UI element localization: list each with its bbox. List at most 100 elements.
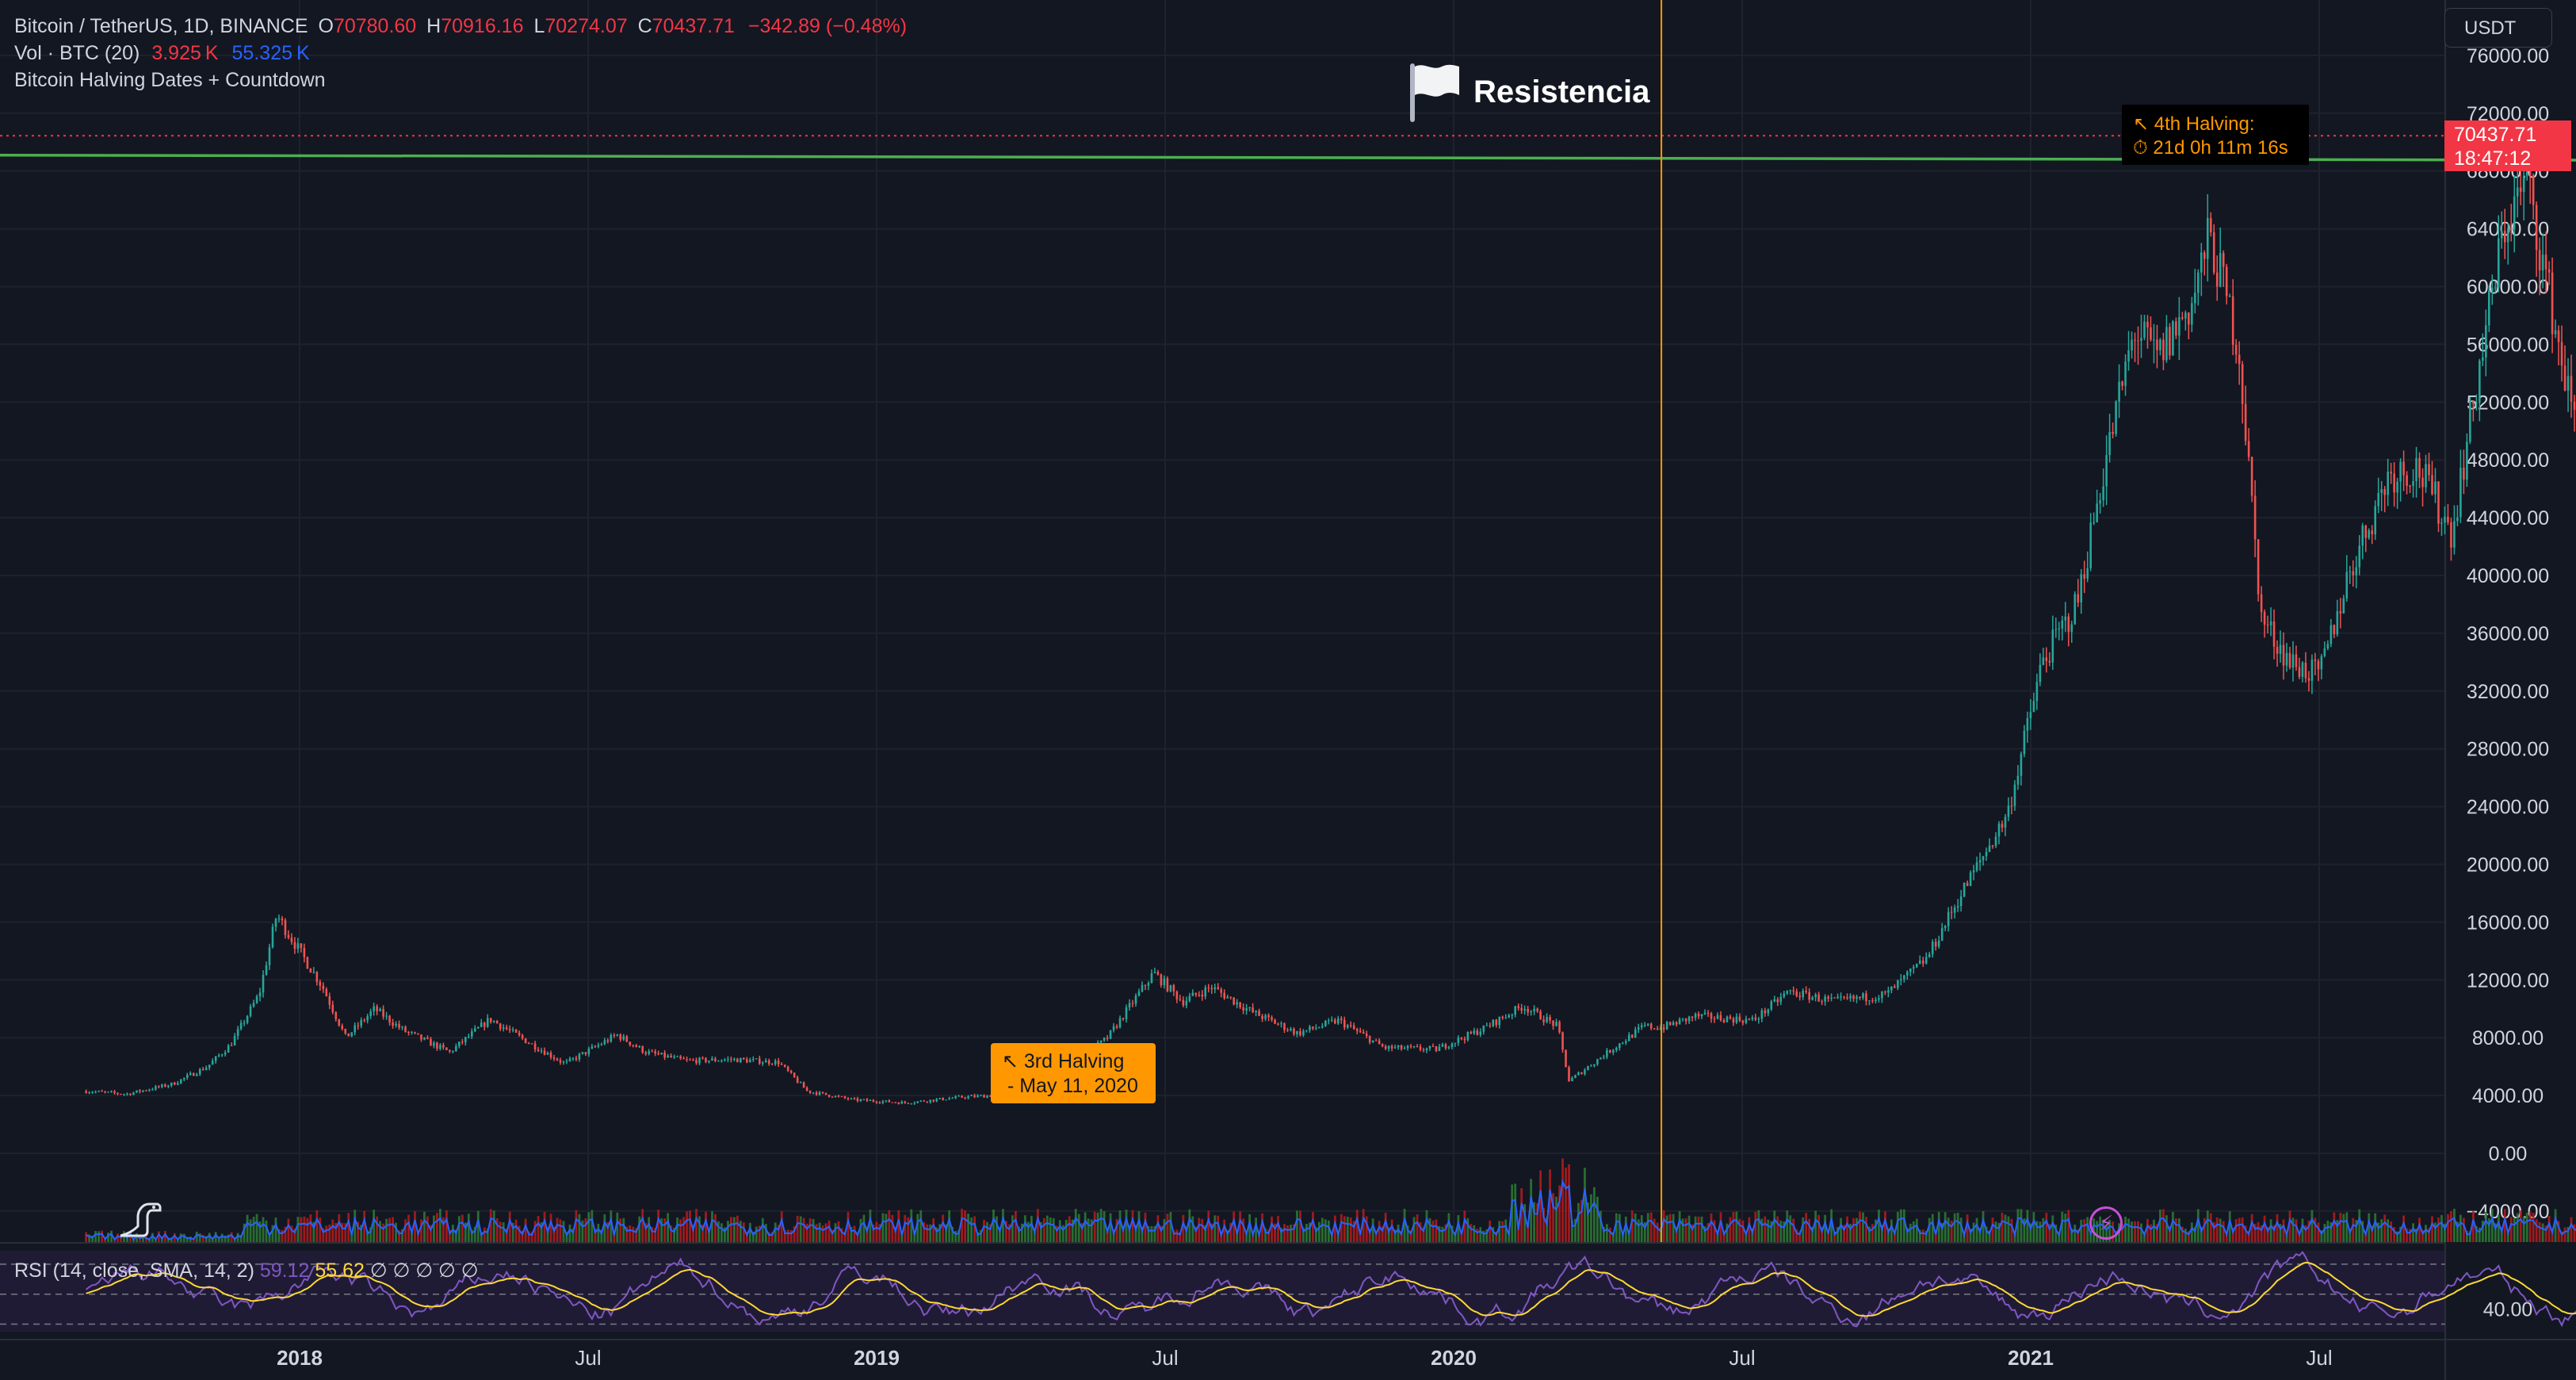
candle-body bbox=[2317, 660, 2320, 670]
volume-bar bbox=[1795, 1229, 1798, 1242]
candle-body bbox=[303, 947, 306, 958]
candle-body bbox=[2428, 464, 2430, 476]
candle-body bbox=[670, 1055, 672, 1058]
volume-bar bbox=[1005, 1221, 1007, 1242]
volume-bar bbox=[457, 1216, 461, 1242]
volume-bar bbox=[834, 1223, 837, 1242]
volume-bar bbox=[2525, 1213, 2528, 1242]
candle-body bbox=[1118, 1018, 1122, 1028]
volume-bar bbox=[1320, 1218, 1324, 1242]
volume-bar bbox=[1359, 1232, 1362, 1242]
volume-bar bbox=[2291, 1218, 2295, 1242]
volume-bar bbox=[445, 1210, 448, 1242]
candle-body bbox=[2238, 354, 2241, 365]
candle-body bbox=[537, 1049, 540, 1051]
candle-body bbox=[578, 1053, 581, 1060]
volume-bar bbox=[1833, 1231, 1836, 1242]
candle-body bbox=[625, 1036, 629, 1042]
volume-bar bbox=[789, 1229, 793, 1242]
volume-bar bbox=[2039, 1221, 2042, 1242]
rsi-label[interactable]: RSI (14, close, SMA, 14, 2) bbox=[14, 1260, 254, 1282]
candle-body bbox=[1368, 1035, 1371, 1043]
volume-bar bbox=[748, 1222, 751, 1242]
volume-label[interactable]: Vol · BTC (20) bbox=[14, 42, 140, 64]
volume-bar bbox=[732, 1217, 736, 1242]
volume-bar bbox=[268, 1232, 271, 1242]
volume-bar bbox=[2121, 1224, 2123, 1242]
volume-bar bbox=[2032, 1212, 2035, 1242]
candle-body bbox=[2513, 196, 2516, 230]
volume-bar bbox=[505, 1229, 508, 1242]
volume-bar bbox=[1387, 1227, 1390, 1242]
volume-bar bbox=[2159, 1209, 2161, 1242]
volume-bar bbox=[1675, 1227, 1678, 1242]
resistance-annotation[interactable]: Resistencia bbox=[1407, 60, 1649, 124]
candle-body bbox=[1994, 836, 1997, 847]
symbol-title[interactable]: Bitcoin / TetherUS, 1D, BINANCE bbox=[14, 15, 308, 37]
indicator-label[interactable]: Bitcoin Halving Dates + Countdown bbox=[14, 69, 326, 91]
volume-bar bbox=[1681, 1218, 1684, 1242]
volume-bar bbox=[654, 1228, 657, 1242]
volume-bar bbox=[2029, 1223, 2032, 1242]
dinosaur-logo-icon[interactable] bbox=[116, 1193, 163, 1240]
volume-bar bbox=[2440, 1214, 2443, 1242]
volume-bar bbox=[1071, 1219, 1074, 1242]
candle-body bbox=[802, 1082, 805, 1088]
close-value: 70437.71 bbox=[652, 15, 735, 37]
volume-bar bbox=[1982, 1211, 1985, 1242]
volume-bar bbox=[831, 1229, 834, 1242]
candle-body bbox=[1188, 996, 1191, 1001]
candle-body bbox=[1156, 972, 1160, 975]
volume-bar bbox=[1884, 1211, 1886, 1242]
candle-body bbox=[2469, 401, 2471, 442]
volume-bar bbox=[1593, 1187, 1596, 1242]
volume-bar bbox=[1691, 1224, 1694, 1242]
volume-bar bbox=[1435, 1219, 1438, 1242]
volume-bar bbox=[1634, 1213, 1637, 1242]
candle-body bbox=[473, 1028, 476, 1032]
currency-button[interactable]: USDT bbox=[2444, 8, 2552, 48]
candle-body bbox=[660, 1053, 663, 1055]
candle-body bbox=[151, 1089, 154, 1091]
lightning-icon[interactable]: ⚡ bbox=[2089, 1206, 2123, 1240]
candle-body bbox=[1969, 872, 1972, 886]
candle-body bbox=[1229, 996, 1232, 998]
volume-bar bbox=[2431, 1216, 2433, 1242]
volume-bar bbox=[1131, 1210, 1134, 1242]
candle-body bbox=[730, 1058, 732, 1060]
volume-bar bbox=[537, 1216, 540, 1242]
volume-bar bbox=[1871, 1224, 1874, 1242]
volume-bar bbox=[1454, 1232, 1457, 1242]
volume-bar bbox=[1049, 1217, 1052, 1242]
volume-bar bbox=[584, 1218, 587, 1242]
candle-body bbox=[1875, 1000, 1877, 1001]
candle-body bbox=[977, 1095, 979, 1097]
fourth-halving-label[interactable]: ↖ 4th Halving: ⏱ 21d 0h 11m 16s bbox=[2122, 105, 2309, 165]
volume-bar bbox=[110, 1230, 113, 1242]
volume-bar bbox=[2206, 1210, 2209, 1242]
volume-bar bbox=[888, 1210, 891, 1242]
volume-bar bbox=[1805, 1213, 1808, 1242]
volume-bar bbox=[954, 1231, 957, 1242]
volume-bar bbox=[1470, 1224, 1473, 1242]
volume-bar bbox=[312, 1221, 315, 1242]
volume-bar bbox=[1482, 1230, 1485, 1242]
volume-bar bbox=[1618, 1214, 1621, 1242]
candle-body bbox=[2535, 205, 2538, 250]
candle-body bbox=[499, 1023, 502, 1029]
candle-body bbox=[192, 1072, 195, 1076]
candle-body bbox=[1400, 1045, 1403, 1049]
volume-bar bbox=[827, 1220, 831, 1242]
volume-bar bbox=[2016, 1209, 2020, 1242]
candle-body bbox=[174, 1082, 176, 1085]
candle-body bbox=[1283, 1023, 1286, 1030]
volume-bar bbox=[439, 1209, 441, 1242]
volume-bar bbox=[1921, 1229, 1924, 1242]
volume-bar bbox=[761, 1218, 764, 1242]
volume-bar bbox=[2519, 1210, 2522, 1242]
volume-bar bbox=[1299, 1210, 1301, 1242]
volume-bar bbox=[1662, 1210, 1665, 1242]
third-halving-label[interactable]: ↖ 3rd Halving - May 11, 2020 bbox=[991, 1043, 1156, 1103]
volume-bar bbox=[1649, 1212, 1653, 1242]
